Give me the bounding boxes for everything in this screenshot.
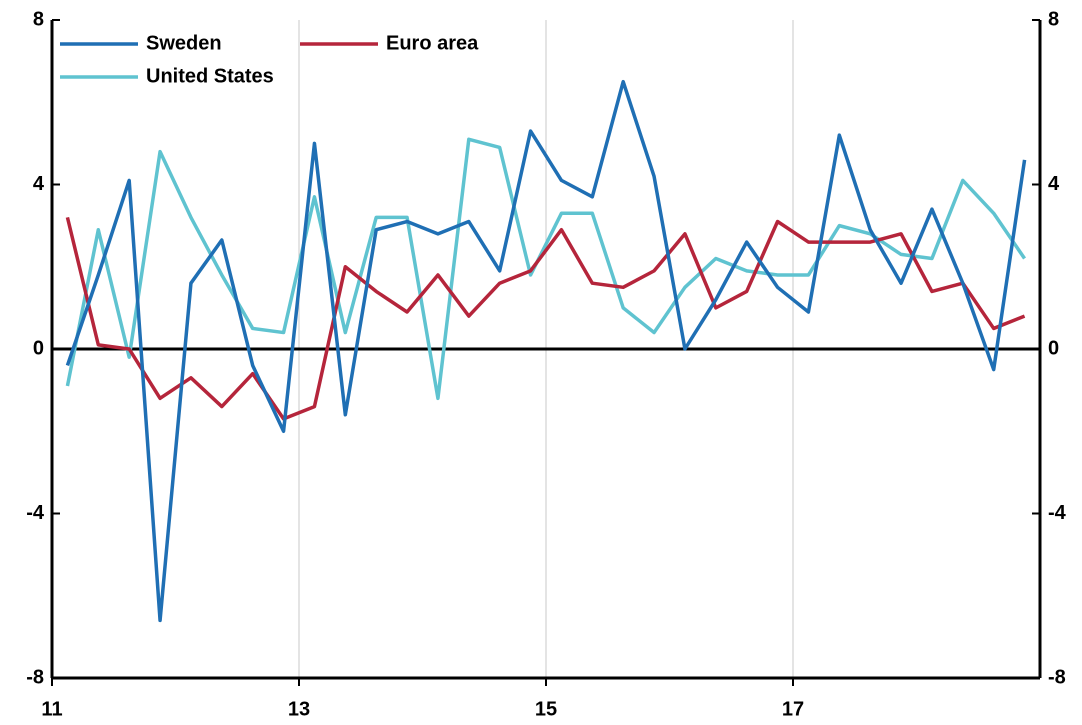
- y2-tick-label: 0: [1048, 337, 1059, 359]
- x-tick-label: 15: [535, 698, 557, 720]
- y-tick-label: -4: [26, 502, 45, 524]
- series-line: [65, 137, 1027, 401]
- y-tick-label: 8: [33, 8, 44, 30]
- series-line: [65, 216, 1026, 421]
- y-tick-label: -8: [26, 666, 44, 688]
- x-tick-label: 11: [41, 698, 62, 720]
- y-tick-label: 0: [33, 337, 44, 359]
- x-tick-label: 13: [288, 698, 310, 720]
- series-line: [65, 79, 1027, 623]
- y2-tick-label: -4: [1048, 502, 1067, 524]
- legend-label: United States: [146, 65, 274, 87]
- x-tick-label: 17: [782, 698, 804, 720]
- y2-tick-label: 4: [1048, 173, 1060, 195]
- y2-tick-label: -8: [1048, 666, 1066, 688]
- y-tick-label: 4: [33, 173, 45, 195]
- y2-tick-label: 8: [1048, 8, 1059, 30]
- legend-label: Euro area: [386, 32, 479, 54]
- legend-label: Sweden: [146, 32, 222, 54]
